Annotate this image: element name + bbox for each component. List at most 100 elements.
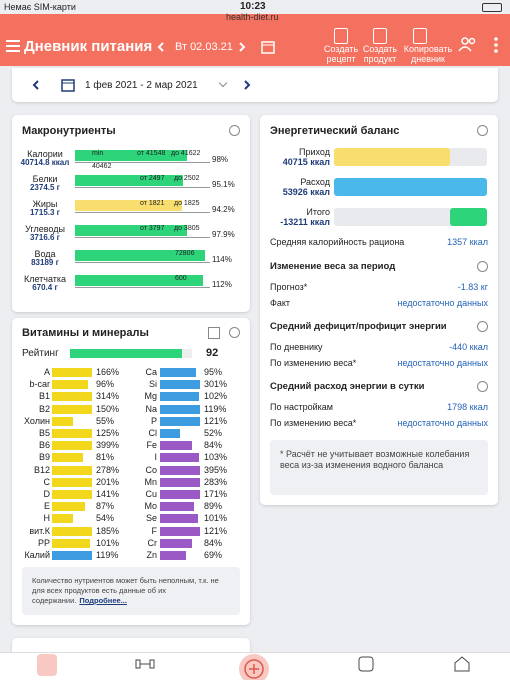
help-icon[interactable] (477, 381, 488, 392)
vitamin-name: Холин (24, 415, 50, 426)
energy-bar (449, 208, 487, 226)
avg-value: 1357 ккал (447, 237, 488, 247)
card-title: Энергетический баланс (270, 125, 400, 137)
menu-icon[interactable] (6, 40, 20, 52)
vitamin-track (160, 392, 200, 402)
nutrient-pct: 97.9% (212, 230, 235, 239)
vitamin-pct: 395% (204, 464, 228, 475)
row-value: -440 ккал (449, 342, 488, 352)
vitamin-track (52, 404, 92, 414)
vitamin-name: I (154, 452, 157, 463)
vitamin-pct: 301% (204, 379, 228, 390)
vitamin-name: Mg (144, 391, 157, 402)
bar-label: от 1821 (140, 200, 165, 207)
carrier: Немає SIM-карти (4, 2, 76, 12)
vitamin-bar (52, 502, 86, 512)
vitamin-name: E (43, 501, 50, 512)
vitamin-bar (160, 538, 192, 548)
next-range[interactable] (243, 80, 251, 90)
vitamin-track (160, 416, 200, 426)
vitamin-track (160, 526, 200, 536)
bar-baseline (75, 162, 210, 163)
row-value: недостаточно данных (397, 418, 488, 428)
date-range[interactable]: 1 фев 2021 - 2 мар 2021 (85, 80, 198, 91)
bar-label: min (92, 150, 104, 157)
vitamin-track (52, 514, 92, 524)
avg-label: Средняя калорийность рациона (270, 237, 405, 247)
vitamin-name: B1 (38, 391, 50, 402)
vitamin-bar (52, 380, 89, 390)
vitamin-pct: 89% (204, 501, 223, 512)
range-bar (12, 68, 498, 102)
users-icon[interactable] (458, 36, 478, 52)
nav-home[interactable] (453, 655, 471, 672)
more-link[interactable]: Подробнее... (79, 596, 127, 605)
help-icon[interactable] (229, 125, 240, 136)
vitamin-pct: 101% (96, 537, 120, 548)
header-button[interactable]: Создать продукт (362, 44, 398, 64)
nutrient-name: Вода (34, 249, 56, 259)
vitamin-pct: 278% (96, 464, 120, 475)
bar-label: 72806 (175, 250, 195, 257)
bar-label: от 41548 (137, 150, 166, 157)
vitamin-pct: 185% (96, 525, 120, 536)
vitamin-pct: 103% (204, 452, 228, 463)
vitamin-bar (160, 514, 199, 524)
vitamins-note: Количество нутриентов может быть неполны… (32, 576, 219, 605)
url: health-diet.ru (226, 12, 279, 22)
vitamin-track (52, 477, 92, 487)
vitamin-pct: 399% (96, 440, 120, 451)
range-calendar-icon[interactable] (61, 78, 75, 92)
rating-label: Рейтинг (22, 348, 59, 359)
vitamin-name: F (151, 525, 158, 536)
nav-diary[interactable] (37, 654, 57, 676)
calendar-icon[interactable] (261, 40, 275, 54)
nav-scales[interactable] (358, 656, 374, 672)
vitamin-bar (160, 441, 192, 451)
prev-day[interactable] (157, 42, 165, 52)
vitamin-pct: 102% (204, 391, 228, 402)
vitamin-bar (52, 429, 92, 438)
vitamin-track (52, 380, 92, 390)
vitamin-bar (160, 502, 194, 512)
energy-value: -13211 ккал (280, 217, 330, 227)
vitamin-track (160, 404, 200, 414)
vitamin-name: Na (145, 403, 157, 414)
bar-baseline (75, 287, 210, 288)
vitamin-track (52, 453, 92, 463)
vitamin-bar (52, 514, 73, 524)
bar-label: от 2497 (140, 175, 165, 182)
section-title: Средний дефицит/профицит энергии (270, 321, 447, 332)
header-button-icon[interactable] (334, 28, 348, 44)
nav-add[interactable] (237, 652, 271, 680)
nutrient-bar (75, 175, 184, 186)
help-icon[interactable] (477, 261, 488, 272)
vitamin-bar (160, 416, 200, 426)
help-icon[interactable] (477, 125, 488, 136)
card-title: Макронутриенты (22, 125, 116, 137)
prev-range[interactable] (32, 80, 40, 90)
help-icon[interactable] (477, 321, 488, 332)
vitamin-track (160, 453, 200, 463)
header-button[interactable]: Создать рецепт (323, 44, 359, 64)
help-icon[interactable] (229, 327, 240, 338)
vitamin-pct: 150% (96, 403, 120, 414)
vitamin-track (160, 538, 200, 548)
nutrient-name: Клетчатка (23, 274, 67, 284)
vitamin-track (52, 538, 92, 548)
rating-bar (70, 349, 183, 358)
row-value: недостаточно данных (397, 298, 488, 308)
header-button-icon[interactable] (413, 28, 427, 44)
header-button[interactable]: Копировать дневник (403, 44, 453, 64)
nutrient-bar (75, 150, 187, 161)
vitamin-pct: 95% (204, 367, 223, 377)
vitamin-track (160, 429, 200, 438)
nav-fitness[interactable] (135, 658, 155, 670)
vitamin-track (160, 441, 200, 451)
header-button-icon[interactable] (373, 28, 387, 44)
more-icon[interactable] (494, 36, 498, 54)
next-day[interactable] (238, 42, 246, 52)
vitamin-name: H (43, 513, 51, 524)
nutrient-pct: 94.2% (212, 205, 235, 214)
header-date[interactable]: Вт 02.03.21 (175, 41, 233, 53)
